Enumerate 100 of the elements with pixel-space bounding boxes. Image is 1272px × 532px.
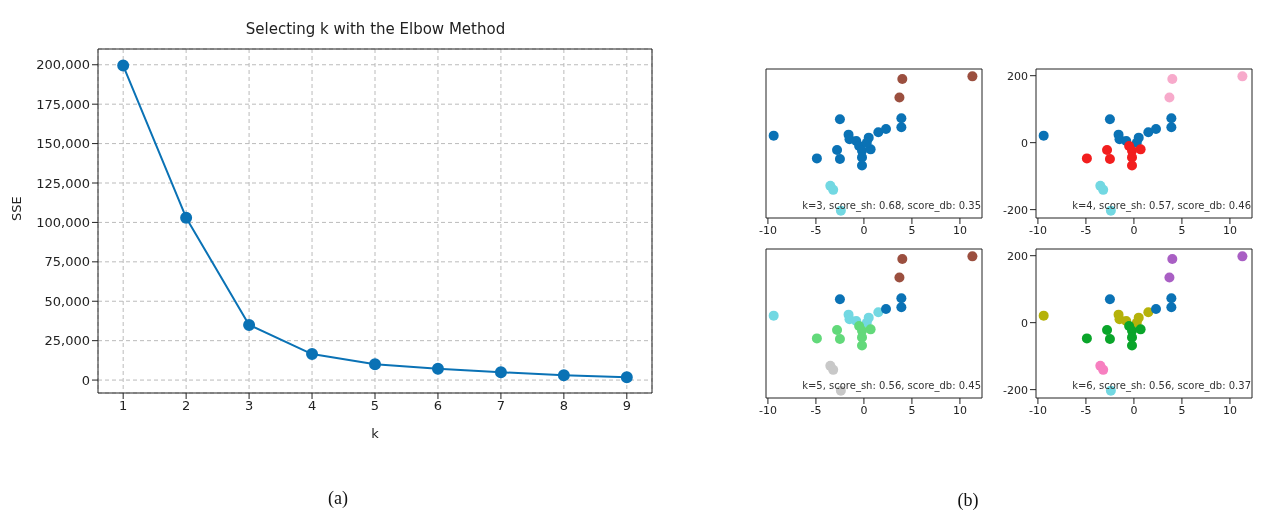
x-tick-label: -5 [810,403,822,417]
y-tick-label: 175,000 [36,96,90,112]
point [1135,324,1146,335]
point [1127,340,1137,351]
point [1166,113,1177,124]
x-tick-label: 8 [559,398,568,414]
point [1104,154,1115,165]
y-tick-label: 0 [81,372,90,388]
point [896,122,907,133]
point [369,358,381,371]
y-tick-label: 200 [1007,249,1028,263]
point [834,334,845,345]
point [873,127,884,138]
point [1104,334,1115,345]
annotation: k=6, score_sh: 0.56, score_db: 0.37 [1071,380,1251,391]
point [1167,74,1178,85]
point [494,366,507,379]
point [834,114,845,125]
point [881,303,891,314]
point [834,294,845,305]
point [180,211,193,224]
point [828,184,839,195]
x-tick-label: 5 [908,223,916,237]
text: (a) [328,488,348,508]
point [1143,127,1154,138]
x-tick-label: 6 [433,398,443,414]
point [1166,293,1177,304]
y-axis-title: SSE [8,196,24,221]
point [1104,294,1115,305]
point [897,254,908,265]
point [1135,144,1146,155]
x-tick-label: -10 [1028,403,1047,417]
point [1038,310,1049,321]
x-tick-label: 5 [1178,403,1186,417]
x-tick-label: 10 [952,223,967,237]
point [863,312,874,323]
x-tick-label: -5 [810,223,822,237]
point [768,130,779,141]
point [828,364,839,375]
x-tick-label: 3 [244,398,254,414]
point [1104,114,1115,125]
point [1164,92,1175,103]
point [1081,333,1092,344]
x-tick-label: -10 [1028,223,1047,237]
annotation: k=3, score_sh: 0.68, score_db: 0.35 [801,200,981,211]
annotation: k=4, score_sh: 0.57, score_db: 0.46 [1071,200,1251,211]
y-tick-label: 25,000 [44,333,90,349]
y-tick-label: 0 [1021,316,1028,330]
point [811,153,822,164]
x-tick-label: 7 [496,398,506,414]
point [431,362,444,375]
x-tick-label: 1 [119,398,128,414]
point [894,92,905,103]
point [1127,160,1137,171]
y-tick-label: 150,000 [36,136,90,152]
point [857,340,867,351]
point [1081,153,1092,164]
point [861,137,872,148]
point [811,333,822,344]
point [1237,251,1248,262]
y-tick-label: -200 [1003,203,1028,217]
point [1098,364,1109,375]
point [243,318,256,331]
point [1133,132,1144,143]
point [1166,302,1177,313]
point [897,74,908,85]
point [1167,254,1178,265]
point [1151,303,1161,314]
point [1038,130,1049,141]
y-tick-label: 75,000 [44,254,90,270]
point [1164,272,1175,283]
y-tick-label: 200,000 [36,57,90,73]
point [1133,312,1144,323]
point [857,160,867,171]
x-tick-label: 9 [622,398,631,414]
x-tick-label: 5 [908,403,916,417]
x-tick-label: 0 [860,403,868,417]
point [834,154,845,165]
x-tick-label: 5 [370,398,380,414]
y-tick-label: 200 [1007,69,1028,83]
text: (b) [957,490,979,510]
point [896,113,907,124]
y-tick-label: -200 [1003,383,1028,397]
point [1098,184,1109,195]
point [881,123,891,134]
point [1143,307,1154,318]
x-tick-label: 4 [307,398,317,414]
x-tick-label: 10 [1222,223,1237,237]
point [117,59,130,72]
x-tick-label: 0 [1130,403,1138,417]
point [896,293,907,304]
point [894,272,905,283]
point [896,302,907,313]
x-tick-label: -5 [1080,403,1092,417]
point [832,325,843,336]
point [768,310,779,321]
x-tick-label: 10 [952,403,967,417]
point [620,371,633,384]
point [1151,123,1161,134]
y-tick-label: 100,000 [36,215,90,231]
